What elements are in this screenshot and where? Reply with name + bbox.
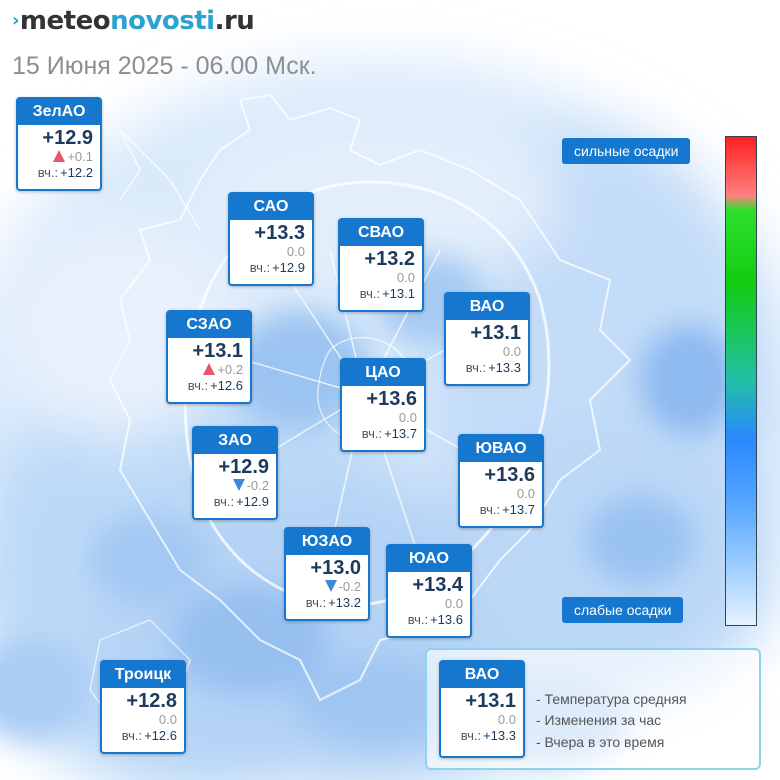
district-temp: +13.2 [364,248,415,270]
district-temp: +13.4 [412,574,463,596]
district-change: +0.1 [18,149,100,164]
district-change: -0.2 [194,478,276,493]
district-yesterday: вч.: +12.6 [121,728,177,743]
district-yesterday: вч.: +13.2 [305,595,361,610]
district-card-sao[interactable]: САО +13.3 0.0 вч.: +12.9 [228,192,314,286]
district-yesterday: вч.: +12.9 [213,494,269,509]
district-name: СВАО [339,219,423,246]
district-yesterday: вч.: +13.3 [465,360,521,375]
district-change: 0.0 [396,270,415,285]
legend-sample-change: 0.0 [497,712,516,727]
district-card-yuzao[interactable]: ЮЗАО +13.0 -0.2 вч.: +13.2 [284,527,370,621]
legend-item-temperature: - Температура средняя [536,691,687,707]
district-change: 0.0 [158,712,177,727]
district-yesterday: вч.: +13.1 [359,286,415,301]
district-card-szao[interactable]: СЗАО +13.1 +0.2 вч.: +12.6 [166,310,252,404]
district-temp: +13.1 [470,322,521,344]
district-temp: +12.8 [126,690,177,712]
district-change: -0.2 [286,579,368,594]
trend-up-icon [203,363,216,375]
logo-text-domain: .ru [214,6,255,36]
legend-item-yesterday: - Вчера в это время [536,734,665,750]
legend-sample-yesterday: вч.: +13.3 [460,728,516,743]
forecast-date: 15 Июня 2025 - 06.00 Мск. [12,52,317,80]
district-change: 0.0 [444,596,463,611]
district-change: +0.2 [168,362,250,377]
district-yesterday: вч.: +12.6 [187,378,243,393]
district-yesterday: вч.: +12.9 [249,260,305,275]
district-yesterday: вч.: +12.2 [37,165,93,180]
district-name: ЗАО [193,427,277,454]
district-change: 0.0 [502,344,521,359]
district-name: ВАО [445,293,529,320]
district-temp: +13.3 [254,222,305,244]
district-name: ЦАО [341,359,425,386]
district-card-cao[interactable]: ЦАО +13.6 0.0 вч.: +13.7 [340,358,426,452]
district-name: СЗАО [167,311,251,338]
district-name: ЮВАО [459,435,543,462]
site-logo[interactable]: ›meteonovosti.ru [12,6,255,36]
precipitation-scale-bar [725,136,757,626]
district-change: 0.0 [398,410,417,425]
district-card-vao[interactable]: ВАО +13.1 0.0 вч.: +13.3 [444,292,530,386]
district-card-svao[interactable]: СВАО +13.2 0.0 вч.: +13.1 [338,218,424,312]
logo-text-meteo: meteo [19,6,111,36]
trend-down-icon [324,580,337,592]
scale-label-light: слабые осадки [562,597,684,623]
district-temp: +12.9 [218,456,269,478]
district-change: 0.0 [516,486,535,501]
legend-sample-name: ВАО [440,661,524,688]
trend-down-icon [232,479,245,491]
legend-sample-card: ВАО +13.1 0.0 вч.: +13.3 [439,660,525,758]
district-card-yuao[interactable]: ЮАО +13.4 0.0 вч.: +13.6 [386,544,472,638]
district-yesterday: вч.: +13.6 [407,612,463,627]
district-temp: +13.0 [310,557,361,579]
district-card-zao[interactable]: ЗАО +12.9 -0.2 вч.: +12.9 [192,426,278,520]
district-temp: +13.6 [366,388,417,410]
legend-item-hourly-change: - Изменения за час [536,712,662,728]
district-temp: +13.1 [192,340,243,362]
district-name: САО [229,193,313,220]
district-yesterday: вч.: +13.7 [479,502,535,517]
district-change: 0.0 [286,244,305,259]
scale-label-heavy: сильные осадки [562,138,691,164]
district-temp: +13.6 [484,464,535,486]
district-name: ЗелАО [17,98,101,125]
logo-text-novosti: novosti [110,6,215,36]
district-card-zelao[interactable]: ЗелАО +12.9 +0.1 вч.: +12.2 [16,97,102,191]
district-name: ЮЗАО [285,528,369,555]
trend-up-icon [53,150,66,162]
district-name: Троицк [101,661,185,688]
district-temp: +12.9 [42,127,93,149]
district-card-yuvao[interactable]: ЮВАО +13.6 0.0 вч.: +13.7 [458,434,544,528]
logo-mark-icon: › [12,10,19,31]
district-yesterday: вч.: +13.7 [361,426,417,441]
district-name: ЮАО [387,545,471,572]
legend-sample-temp: +13.1 [465,690,516,712]
district-card-troitsk[interactable]: Троицк +12.8 0.0 вч.: +12.6 [100,660,186,754]
